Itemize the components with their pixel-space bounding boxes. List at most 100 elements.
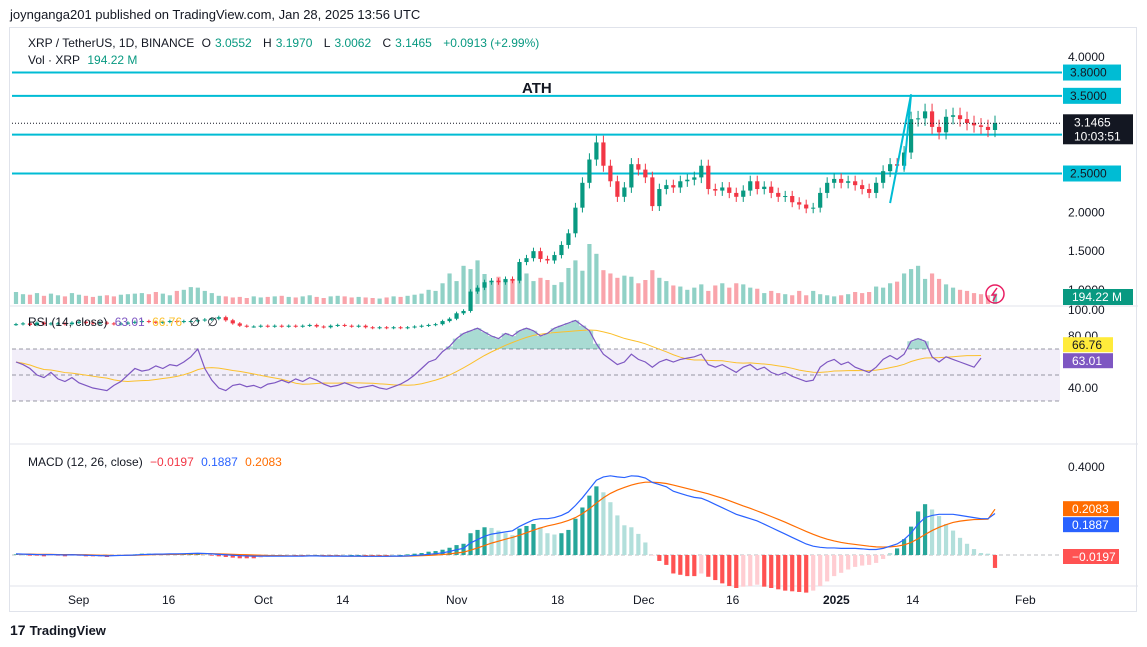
volume-bar: [363, 297, 368, 304]
candle-body: [384, 327, 389, 329]
macd-badge: [1063, 517, 1119, 533]
volume-bar: [251, 296, 256, 304]
time-tick-label: 2025: [823, 593, 850, 607]
volume-bar: [776, 293, 781, 304]
volume-bar: [678, 286, 683, 304]
candle-body: [328, 325, 333, 328]
candle-body: [762, 186, 767, 190]
candle-body: [41, 322, 47, 325]
volume-bar: [692, 287, 697, 304]
candle-body: [237, 323, 242, 326]
macd-histogram-bar: [915, 511, 921, 555]
candle-body: [90, 322, 96, 324]
volume-bar: [377, 298, 382, 304]
macd-histogram-bar: [748, 555, 753, 587]
candle-body: [908, 119, 914, 153]
time-tick-label: 14: [336, 593, 350, 607]
macd-histogram-bar: [573, 518, 578, 555]
candle-body: [293, 325, 298, 327]
candle-body: [657, 189, 662, 207]
volume-bar: [657, 277, 662, 304]
candle-body: [881, 171, 886, 183]
volume-bar: [713, 285, 718, 304]
volume-bar: [34, 293, 40, 304]
macd-histogram-bar: [41, 555, 47, 557]
candle-body: [454, 313, 459, 319]
volume-bar: [83, 295, 89, 304]
rsi-tick-label: 100.00: [1068, 303, 1105, 317]
volume-bar: [188, 287, 193, 304]
candle-body: [538, 251, 543, 259]
volume-bar: [237, 296, 242, 304]
volume-value: 194.22 M: [87, 53, 138, 67]
candle-body: [797, 202, 802, 205]
volume-bar: [139, 293, 144, 304]
volume-bar: [356, 296, 361, 304]
candle-body: [720, 187, 725, 191]
candle-body: [776, 192, 781, 197]
candle-body: [678, 181, 683, 188]
rsi-label[interactable]: RSI (14, close): [28, 315, 108, 329]
macd-histogram-bar: [433, 551, 438, 555]
time-tick-label: Oct: [254, 593, 273, 607]
candle-body: [734, 192, 739, 197]
volume-bar: [153, 292, 158, 304]
volume-bar: [671, 285, 676, 304]
rsi-value: 63.01: [114, 315, 145, 329]
macd-histogram-bar: [370, 555, 375, 556]
volume-bar: [265, 296, 270, 304]
volume-bar: [202, 290, 207, 304]
macd-histogram-bar: [657, 555, 662, 561]
volume-bar: [503, 278, 508, 304]
candle-body: [846, 181, 851, 183]
macd-histogram-bar: [678, 555, 683, 575]
macd-histogram-bar: [496, 530, 501, 555]
volume-bar: [601, 270, 606, 304]
macd-histogram-bar: [685, 555, 690, 577]
macd-histogram-bar: [510, 535, 515, 555]
candle-body: [713, 189, 718, 191]
candle-body: [223, 317, 228, 321]
candle-body: [405, 327, 410, 329]
volume-bar: [922, 278, 928, 304]
macd-histogram-bar: [664, 555, 669, 565]
volume-bar: [643, 280, 648, 304]
macd-histogram-bar: [776, 555, 781, 590]
volume-bar: [992, 293, 998, 304]
volume-bar: [349, 297, 354, 304]
level-price-badge: [1063, 165, 1121, 182]
ath-annotation: ATH: [522, 80, 552, 97]
level-price-badge: [1063, 87, 1121, 104]
macd-tick-label: 0.4000: [1068, 460, 1105, 474]
macd-histogram-bar: [650, 555, 655, 556]
macd-histogram-bar: [978, 553, 984, 555]
chart-canvas[interactable]: 1.00001.50002.00002.50003.00003.50004.00…: [10, 28, 1138, 613]
volume-bar: [489, 281, 494, 304]
volume-bar: [566, 268, 571, 304]
candle-body: [398, 327, 403, 329]
candle-body: [321, 326, 326, 328]
candle-body: [468, 291, 473, 311]
candle-body: [552, 255, 557, 261]
volume-bar: [398, 296, 403, 304]
candle-body: [181, 321, 186, 323]
volume-bar: [901, 273, 907, 304]
candle-body: [104, 322, 110, 324]
rsi-line: [15, 319, 982, 392]
volume-bar: [419, 293, 424, 304]
candle-body: [950, 115, 956, 117]
macd-label[interactable]: MACD (12, 26, close): [28, 455, 143, 469]
candle-body: [888, 164, 893, 172]
candle-body: [440, 321, 445, 325]
volume-bar: [636, 283, 641, 304]
rsi-empty-icon-1: ∅: [189, 315, 200, 329]
symbol-title[interactable]: XRP / TetherUS, 1D, BINANCE: [28, 36, 195, 50]
chart-frame[interactable]: 1.00001.50002.00002.50003.00003.50004.00…: [9, 27, 1138, 613]
macd-histogram-bar: [922, 504, 928, 555]
candle-body: [818, 192, 823, 208]
time-tick-label: Nov: [446, 593, 467, 607]
macd-histogram-bar: [741, 555, 746, 587]
candle-body: [706, 165, 711, 190]
volume-bar: [846, 294, 851, 304]
candle-body: [971, 123, 977, 126]
